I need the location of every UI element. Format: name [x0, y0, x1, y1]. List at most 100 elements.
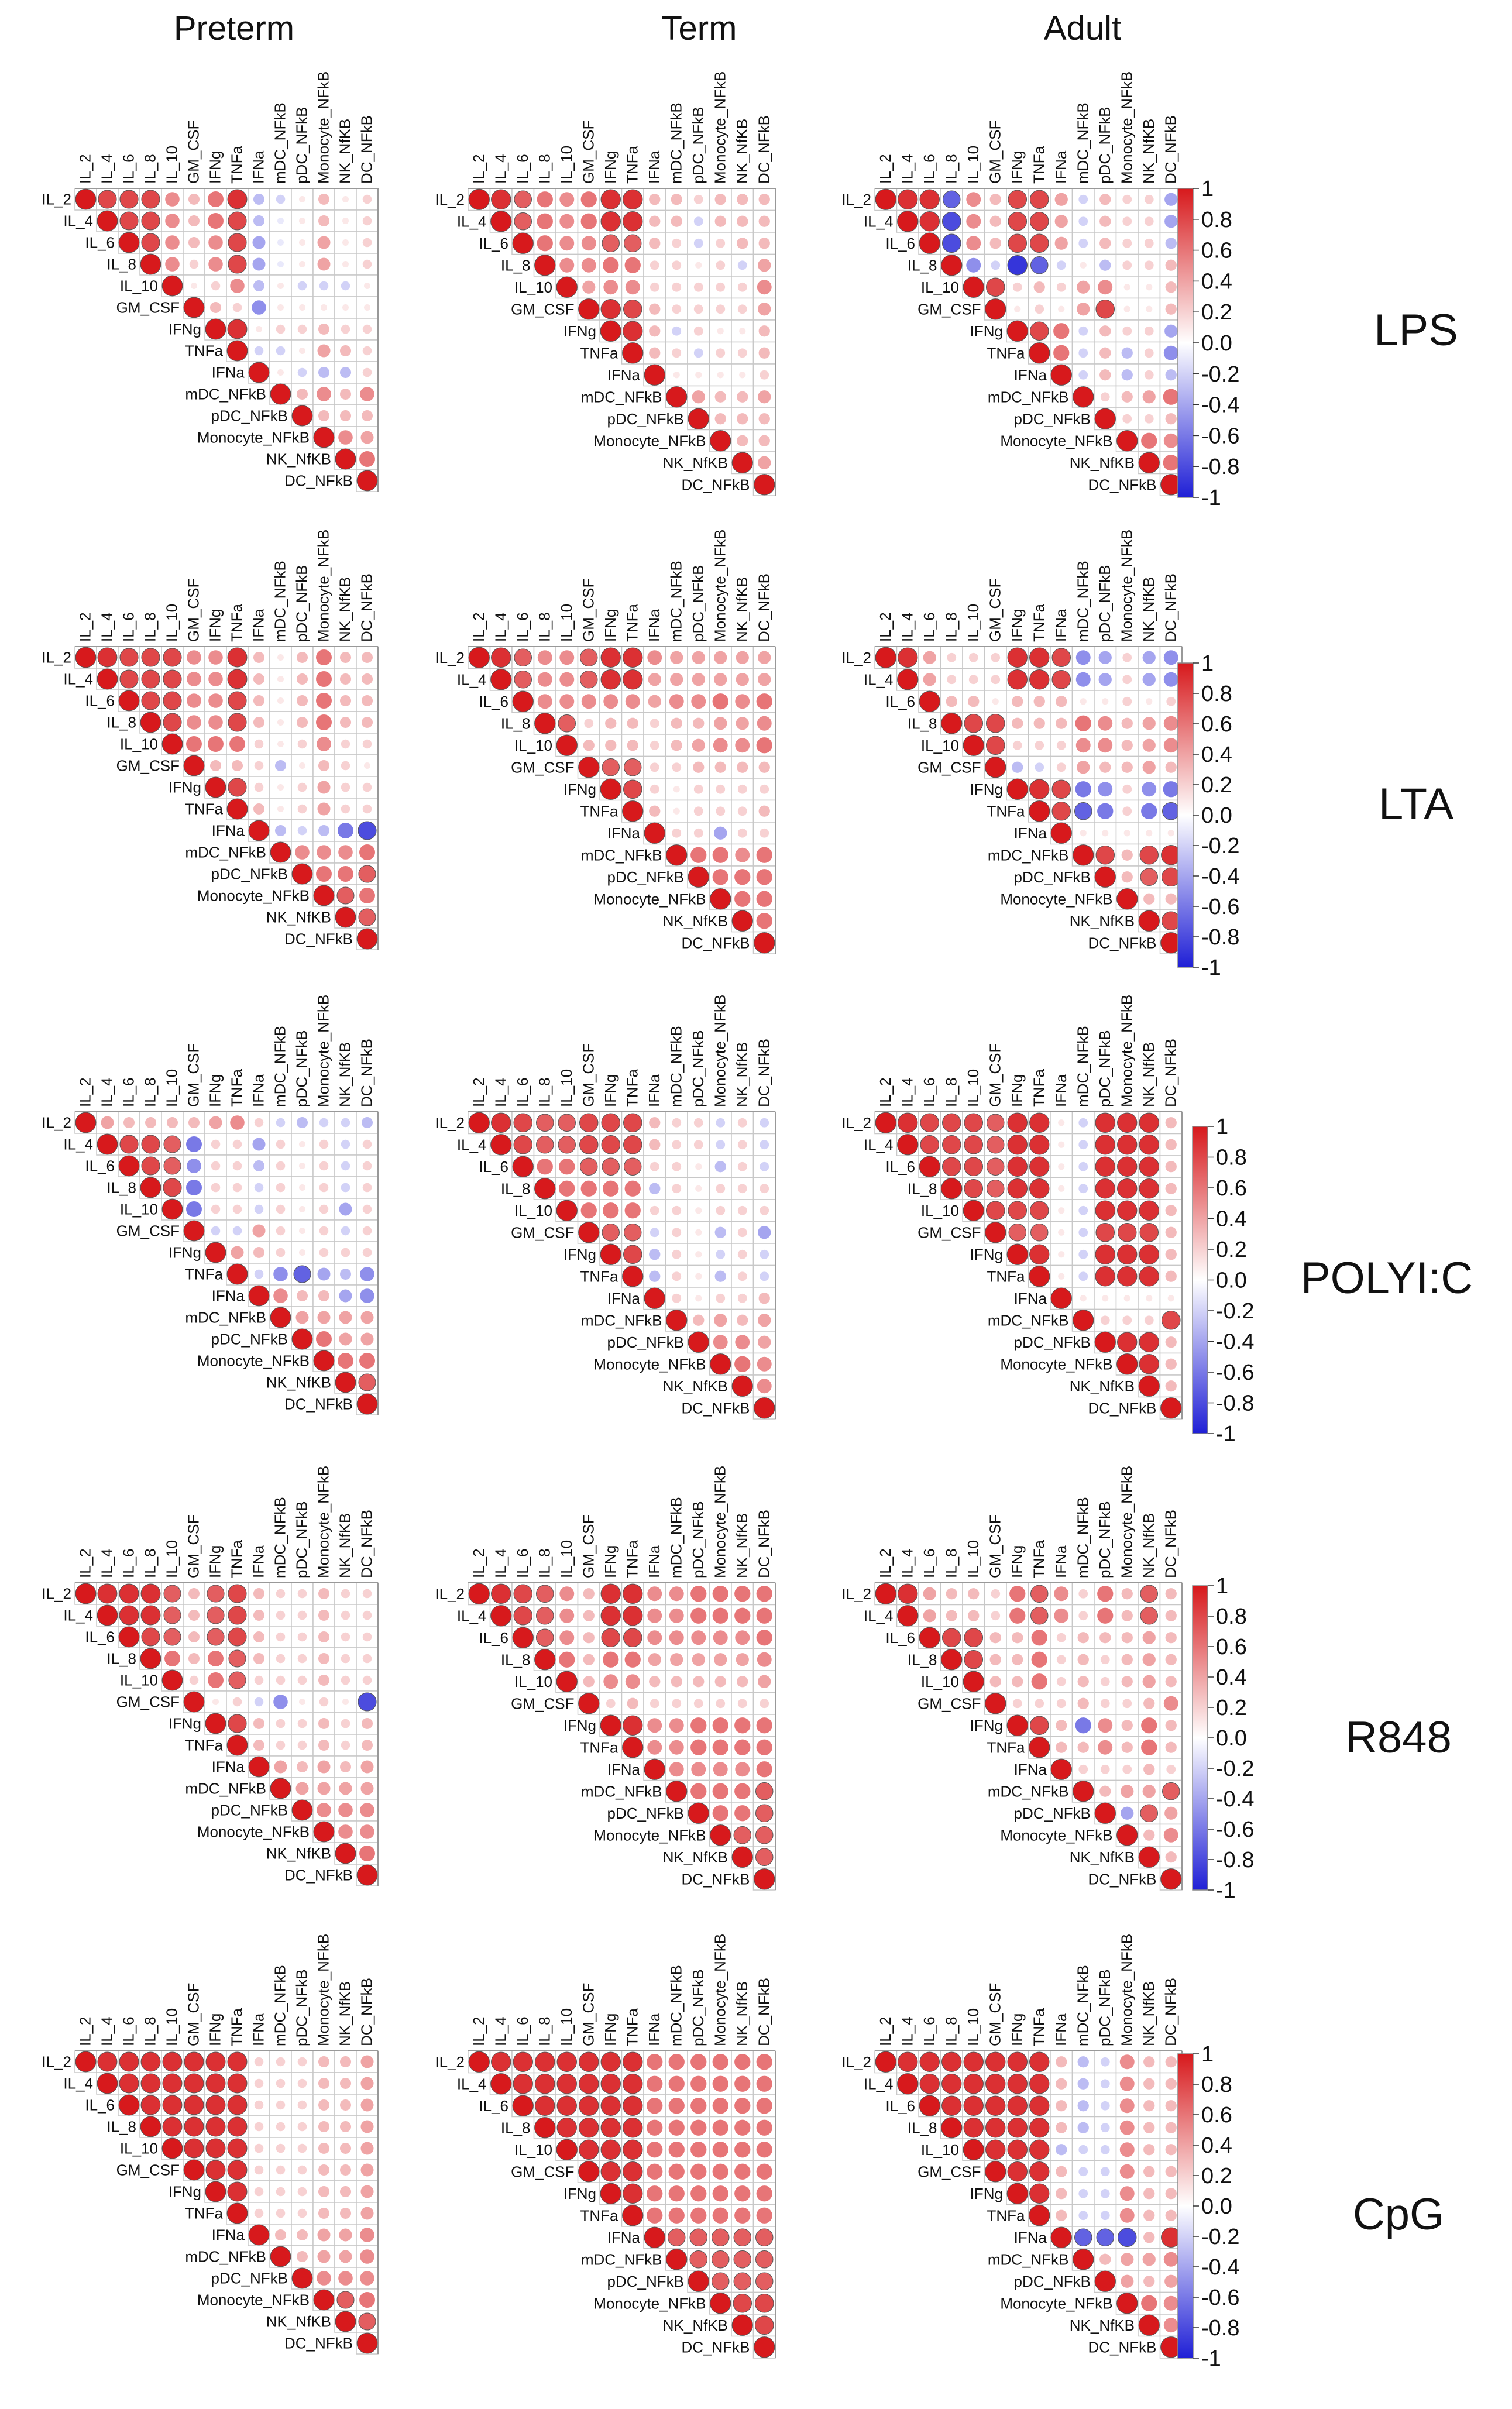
corr-circle-IL_10-pDC_NFkB — [1098, 280, 1113, 295]
col-label-pDC_NFkB: pDC_NFkB — [293, 565, 311, 642]
corr-circle-IL_8-TNFa — [624, 257, 641, 273]
row-label-IL_2: IL_2 — [841, 2053, 871, 2071]
corr-circle-IL_2-IFNa — [649, 1117, 661, 1129]
colorbar-tick-label: 0.2 — [1201, 2164, 1232, 2188]
corr-circle-GM_CSF-IFNa — [647, 2163, 663, 2180]
corr-circle-IL_4-TNFa — [1029, 2074, 1050, 2094]
row-label-IFNg: IFNg — [169, 779, 201, 796]
row-label-mDC_NFkB: mDC_NFkB — [988, 388, 1069, 405]
row-label-Monocyte_NFkB: Monocyte_NFkB — [1000, 1355, 1112, 1373]
row-label-IL_6: IL_6 — [885, 2097, 915, 2115]
corr-circle-mDC_NFkB-mDC_NFkB — [666, 1310, 688, 1331]
corr-circle-IL_2-IFNg — [208, 650, 223, 665]
corr-circle-IL_8-IL_10 — [964, 713, 984, 733]
row-label-mDC_NFkB: mDC_NFkB — [185, 1309, 266, 1327]
corr-circle-IL_2-NK_NfKB — [1139, 1112, 1159, 1133]
corr-circle-IL_10-IFNa — [1056, 1676, 1066, 1686]
corr-circle-IL_2-mDC_NFkB — [670, 651, 683, 664]
corr-circle-NK_NfKB-NK_NfKB — [335, 906, 356, 928]
col-label-TNFa: TNFa — [623, 145, 641, 184]
corr-circle-IFNa-pDC_NFkB — [695, 1295, 702, 1302]
row-label-IL_10: IL_10 — [921, 1202, 959, 1219]
corr-circle-IFNa-IFNa — [248, 1285, 270, 1307]
corr-circle-pDC_NFkB-pDC_NFkB — [1094, 1331, 1116, 1353]
corr-circle-IL_6-IL_6 — [118, 690, 140, 712]
corr-circle-IFNg-IFNg — [1006, 1243, 1028, 1265]
corr-circle-IL_4-IL_8 — [140, 2073, 161, 2094]
corr-circle-IL_2-NK_NfKB — [737, 194, 748, 205]
grid-cell — [731, 1758, 754, 1781]
group-title-adult: Adult — [1044, 9, 1121, 47]
corr-circle-IL_10-TNFa — [227, 2138, 248, 2159]
col-label-TNFa: TNFa — [1030, 2008, 1047, 2046]
corr-circle-pDC_NFkB-DC_NFkB — [358, 865, 376, 883]
corr-circle-IL_2-IL_10 — [559, 1586, 575, 1602]
corr-circle-IL_6-IL_8 — [537, 235, 553, 252]
col-label-IFNg: IFNg — [207, 609, 224, 642]
corr-circle-IL_8-IL_10 — [559, 1651, 575, 1668]
corr-circle-IL_4-pDC_NFkB — [690, 2075, 707, 2092]
col-label-Monocyte_NFkB: Monocyte_NFkB — [711, 1934, 728, 2046]
corr-circle-IL_4-GM_CSF — [991, 1611, 1001, 1621]
corr-circle-IL_8-IFNa — [1056, 717, 1067, 729]
corr-circle-IL_8-DC_NFkB — [758, 259, 771, 272]
corr-circle-IFNa-DC_NFkB — [1167, 1295, 1174, 1302]
corr-circle-GM_CSF-IFNa — [649, 303, 661, 315]
corr-circle-Monocyte_NFkB-DC_NFkB — [1163, 2295, 1178, 2311]
col-label-IFNa: IFNa — [645, 2013, 663, 2046]
corr-circle-IL_4-GM_CSF — [188, 1609, 200, 1621]
corr-circle-IL_10-TNFa — [1035, 740, 1044, 750]
corr-circle-IFNg-pDC_NFkB — [690, 2185, 707, 2202]
corr-circle-IFNa-DC_NFkB — [758, 1293, 770, 1304]
corr-circle-NK_NfKB-DC_NFkB — [1163, 455, 1179, 471]
col-label-mDC_NFkB: mDC_NFkB — [667, 561, 685, 642]
corr-circle-GM_CSF-DC_NFkB — [358, 1692, 377, 1712]
corr-circle-IL_4-IFNg — [205, 2073, 226, 2094]
colorbar-tick-label: -0.4 — [1201, 393, 1239, 418]
corr-circle-IL_8-Monocyte_NFkB — [1117, 1178, 1138, 1199]
corr-circle-IFNa-NK_NfKB — [739, 372, 746, 379]
col-label-IL_6: IL_6 — [920, 154, 938, 184]
corr-circle-IL_2-Monocyte_NFkB — [714, 194, 726, 205]
corr-circle-mDC_NFkB-pDC_NFkB — [1099, 2253, 1111, 2265]
corr-circle-IL_6-DC_NFkB — [360, 2098, 374, 2112]
col-label-pDC_NFkB: pDC_NFkB — [1096, 107, 1114, 184]
corr-circle-IL_8-DC_NFkB — [361, 716, 373, 728]
corr-circle-IL_2-pDC_NFkB — [1097, 1586, 1114, 1602]
corr-circle-IL_10-IFNa — [254, 1204, 264, 1214]
row-label-IFNa: IFNa — [1014, 824, 1047, 842]
corr-circle-IFNg-TNFa — [227, 319, 248, 339]
corr-circle-IL_8-TNFa — [228, 255, 247, 274]
corr-circle-IL_2-IL_6 — [119, 1583, 139, 1604]
corr-circle-IL_2-TNFa — [1029, 647, 1050, 668]
corr-circle-IL_2-IL_6 — [123, 1116, 135, 1129]
corr-circle-NK_NfKB-NK_NfKB — [731, 1375, 753, 1397]
corr-circle-IL_6-NK_NfKB — [737, 1161, 747, 1171]
row-label-GM_CSF: GM_CSF — [917, 1695, 981, 1712]
corr-circle-IL_4-Monocyte_NFkB — [1117, 1135, 1138, 1155]
corr-circle-IL_4-IL_10 — [559, 1608, 575, 1623]
corr-circle-IL_2-pDC_NFkB — [1098, 651, 1112, 664]
corr-circle-mDC_NFkB-DC_NFkB — [1163, 2252, 1178, 2267]
corr-circle-IFNg-NK_NfKB — [737, 1249, 747, 1259]
corr-circle-mDC_NFkB-NK_NfKB — [1142, 390, 1156, 404]
corr-circle-IL_10-TNFa — [1033, 281, 1045, 293]
corr-circle-TNFa-TNFa — [622, 1266, 644, 1287]
corr-circle-IL_4-IFNa — [1058, 1141, 1065, 1148]
corr-circle-IL_2-DC_NFkB — [756, 2054, 772, 2070]
corr-circle-pDC_NFkB-DC_NFkB — [756, 869, 772, 885]
col-label-GM_CSF: GM_CSF — [185, 1983, 202, 2046]
col-label-IL_2: IL_2 — [470, 612, 487, 642]
col-label-Monocyte_NFkB: Monocyte_NFkB — [711, 1466, 728, 1578]
corr-circle-TNFa-mDC_NFkB — [1078, 2211, 1088, 2221]
col-label-IFNg: IFNg — [207, 1074, 224, 1107]
corr-circle-TNFa-Monocyte_NFkB — [318, 1739, 330, 1751]
col-label-IFNg: IFNg — [602, 1545, 619, 1578]
corr-circle-GM_CSF-IFNg — [602, 758, 620, 776]
corr-circle-IFNg-IFNa — [650, 784, 659, 794]
corr-circle-IL_10-IFNa — [254, 1675, 264, 1685]
row-label-GM_CSF: GM_CSF — [116, 757, 180, 775]
corr-circle-IL_2-Monocyte_NFkB — [712, 2054, 728, 2070]
corr-circle-IL_6-GM_CSF — [188, 236, 200, 249]
corr-circle-IL_6-GM_CSF — [992, 698, 999, 705]
